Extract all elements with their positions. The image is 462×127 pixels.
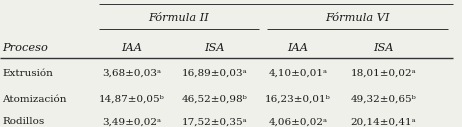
Text: Extrusión: Extrusión [2,69,53,78]
Text: IAA: IAA [121,43,142,53]
Text: 3,49±0,02ᵃ: 3,49±0,02ᵃ [102,117,161,126]
Text: IAA: IAA [287,43,309,53]
Text: 4,06±0,02ᵃ: 4,06±0,02ᵃ [268,117,328,126]
Text: 4,10±0,01ᵃ: 4,10±0,01ᵃ [268,69,328,78]
Text: 20,14±0,41ᵃ: 20,14±0,41ᵃ [351,117,416,126]
Text: ISA: ISA [205,43,225,53]
Text: Proceso: Proceso [2,43,48,53]
Text: 46,52±0,98ᵇ: 46,52±0,98ᵇ [182,95,248,104]
Text: 18,01±0,02ᵃ: 18,01±0,02ᵃ [351,69,416,78]
Text: 17,52±0,35ᵃ: 17,52±0,35ᵃ [182,117,248,126]
Text: ISA: ISA [373,43,394,53]
Text: 14,87±0,05ᵇ: 14,87±0,05ᵇ [99,95,164,104]
Text: 3,68±0,03ᵃ: 3,68±0,03ᵃ [102,69,161,78]
Text: 16,23±0,01ᵇ: 16,23±0,01ᵇ [265,95,331,104]
Text: Fórmula VI: Fórmula VI [325,13,390,23]
Text: Fórmula II: Fórmula II [149,13,209,23]
Text: Atomización: Atomización [2,95,67,104]
Text: Rodillos: Rodillos [2,117,44,126]
Text: 49,32±0,65ᵇ: 49,32±0,65ᵇ [351,95,416,104]
Text: 16,89±0,03ᵃ: 16,89±0,03ᵃ [182,69,248,78]
